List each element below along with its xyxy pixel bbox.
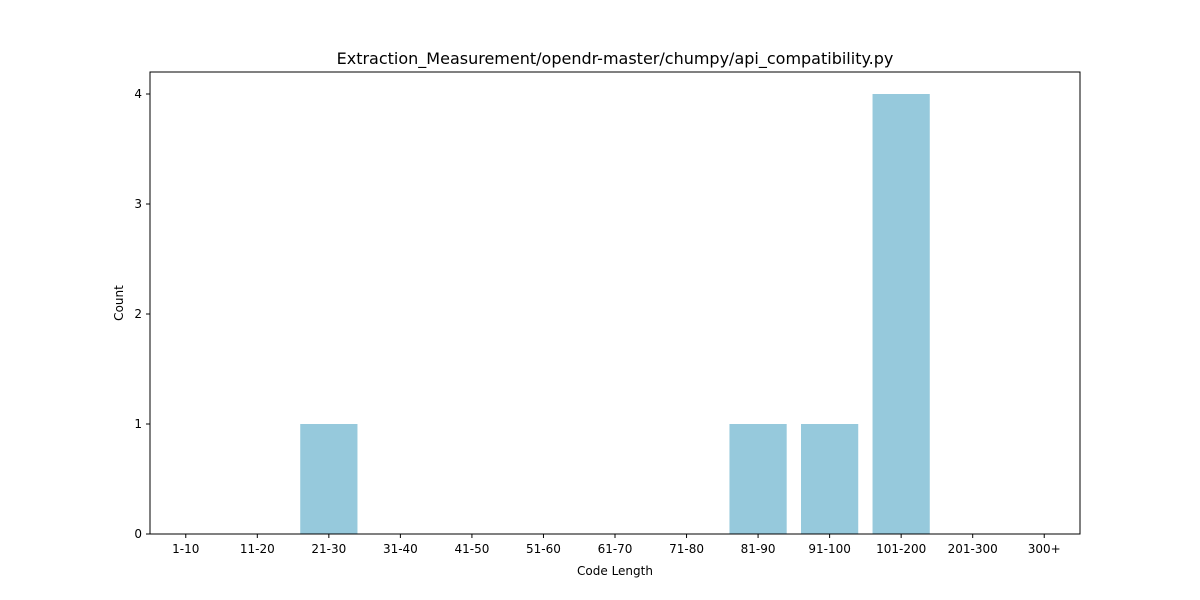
bar-101-200 [873,94,930,534]
y-axis-ticks: 0 1 2 3 4 [134,87,150,541]
x-axis-ticks: 1-10 11-20 21-30 31-40 41-50 51-60 61-70 71-80 8… [172,534,1061,556]
x-tick-label: 81-90 [741,542,776,556]
x-tick-label: 201-300 [948,542,998,556]
x-tick-label: 101-200 [876,542,926,556]
y-tick-label: 3 [134,197,142,211]
bar-21-30 [300,424,357,534]
y-tick-label: 1 [134,417,142,431]
x-tick-label: 300+ [1028,542,1061,556]
x-tick-label: 51-60 [526,542,561,556]
plot-frame [150,72,1080,534]
bar-91-100 [801,424,858,534]
y-tick-label: 2 [134,307,142,321]
x-tick-label: 1-10 [172,542,199,556]
x-tick-label: 61-70 [598,542,633,556]
bar-81-90 [729,424,786,534]
x-tick-label: 91-100 [808,542,851,556]
y-tick-label: 0 [134,527,142,541]
chart-title: Extraction_Measurement/opendr-master/chu… [337,49,894,69]
x-tick-label: 11-20 [240,542,275,556]
x-tick-label: 71-80 [669,542,704,556]
y-axis-label: Count [112,285,126,321]
bars-layer [300,94,930,534]
x-tick-label: 41-50 [454,542,489,556]
x-tick-label: 31-40 [383,542,418,556]
x-axis-label: Code Length [577,564,653,578]
x-tick-label: 21-30 [311,542,346,556]
y-tick-label: 4 [134,87,142,101]
